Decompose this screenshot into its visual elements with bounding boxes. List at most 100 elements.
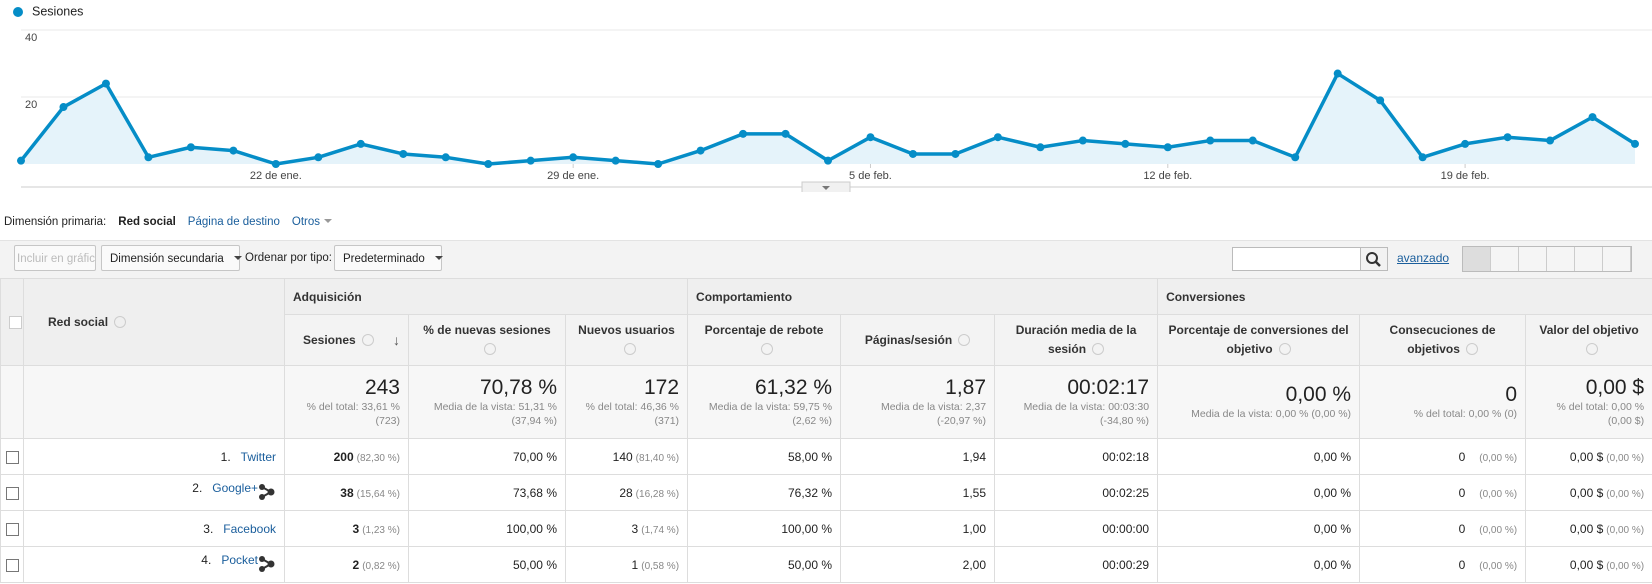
metric-value: 0,00 $	[1569, 521, 1604, 536]
row-link[interactable]: Google+	[212, 481, 258, 495]
total-cell: 0 % del total: 0,00 % (0)	[1359, 365, 1527, 439]
column-header[interactable]: Duración media de la sesión	[994, 314, 1159, 366]
row-link[interactable]: Pocket	[221, 553, 258, 567]
help-icon	[361, 333, 374, 346]
metric-value: 0,00 $	[1569, 449, 1604, 464]
metric-cell: 0,00 $ (0,00 %)	[1525, 546, 1652, 583]
nav-link[interactable]: Otros	[291, 216, 320, 228]
include-button[interactable]: Incluir en gráfico	[14, 245, 96, 271]
row-name: 4. Pocket	[23, 546, 285, 583]
row-rank: 3.	[203, 521, 214, 536]
metric-cell: 28 (16,28 %)	[564, 474, 689, 511]
total-cell: 00:02:17 Media de la vista: 00:03:30 (-34…	[994, 365, 1159, 439]
point	[186, 143, 195, 152]
search-input[interactable]	[1232, 247, 1362, 271]
nav-active[interactable]: Red social	[118, 216, 176, 228]
column-header[interactable]: Porcentaje de rebote	[687, 314, 842, 366]
checkbox[interactable]	[6, 486, 19, 500]
column-header[interactable]: Nuevos usuarios	[564, 314, 689, 366]
column-header[interactable]: Valor del objetivo	[1525, 314, 1652, 366]
metric-value: 50,00 %	[787, 557, 833, 572]
view-button[interactable]	[1463, 247, 1491, 271]
row-select	[0, 510, 24, 547]
metric-cell: 38 (15,64 %)	[284, 474, 409, 511]
view-button[interactable]	[1491, 247, 1519, 271]
metric-share: (0,82 %)	[362, 560, 400, 572]
secondary-dimension[interactable]: Dimensión secundaria	[101, 245, 242, 271]
point	[824, 156, 832, 165]
total-note: % del total: 0,00 % (0)	[1413, 408, 1518, 420]
y-tick-label: 20	[25, 99, 37, 111]
view-button[interactable]	[1603, 247, 1631, 271]
view-button[interactable]	[1547, 247, 1575, 271]
metric-value: 70,00 %	[512, 449, 557, 464]
data-row: 4. Pocket 2 (0,82 %) 50,00 % 1 (0,58 %) 50,00 %…	[0, 546, 1652, 583]
total-value: 0	[1505, 383, 1518, 406]
help-icon	[114, 316, 127, 328]
select-all-cell	[0, 278, 24, 366]
column-header[interactable]: Consecuciones de objetivos	[1359, 314, 1527, 366]
metric-cell: 140 (81,40 %)	[564, 438, 689, 475]
row-select	[0, 474, 24, 511]
metric-cell: 1,94	[840, 438, 996, 475]
metric-value: 140	[612, 449, 633, 464]
column-label: Porcentaje de conversiones del objetivo	[1168, 323, 1349, 356]
sort-select[interactable]: Predeterminado	[334, 245, 443, 271]
help-icon	[484, 343, 496, 355]
column-header[interactable]: Sesiones ↓	[284, 314, 409, 366]
row-rank: 2.	[192, 481, 203, 495]
column-header[interactable]: % de nuevas sesiones	[408, 314, 566, 366]
empty-cell	[23, 365, 285, 439]
metric-cell: 0 (0,00 %)	[1359, 546, 1527, 583]
metric-share: (1,23 %)	[362, 524, 400, 536]
help-icon	[1278, 343, 1291, 355]
nav-link[interactable]: Página de destino	[187, 216, 280, 228]
metric-share: (82,30 %)	[356, 452, 400, 464]
metric-share: (0,00 %)	[1606, 452, 1645, 464]
view-button[interactable]	[1519, 247, 1547, 271]
row-name: 1. Twitter	[23, 438, 285, 475]
point	[526, 156, 535, 165]
point	[59, 103, 68, 112]
dimension-header: Red social	[23, 278, 285, 366]
point	[484, 160, 493, 168]
metric-share: (0,00 %)	[1479, 488, 1518, 500]
checkbox[interactable]	[9, 316, 22, 330]
row-link[interactable]: Twitter	[240, 449, 276, 464]
metric-value: 3	[631, 521, 639, 536]
point	[654, 160, 663, 168]
totals-row: 243% del total: 33,61 % (723) 70,78 % Medi…	[0, 365, 1652, 439]
metric-cell: 2 (0,82 %)	[284, 546, 409, 583]
total-note: Media de la vista: 59,75 % (2,62 %)	[708, 401, 833, 427]
row-link[interactable]: Facebook	[223, 521, 276, 536]
column-header[interactable]: Porcentaje de conversiones del objetivo	[1157, 314, 1361, 366]
column-header[interactable]: Páginas/sesión	[840, 314, 996, 366]
metric-cell: 3 (1,23 %)	[284, 510, 409, 547]
metric-share: (0,00 %)	[1606, 560, 1645, 572]
total-value: 172	[643, 376, 680, 399]
view-button[interactable]	[1575, 247, 1603, 271]
point	[1376, 96, 1385, 105]
nav-label: Dimensión primaria:	[4, 216, 107, 228]
metric-value: 2,00	[962, 557, 987, 572]
column-label: Porcentaje de rebote	[704, 323, 824, 337]
line-chart: Sesiones 20 40 22 de ene. 29 de ene. 5 de feb…	[13, 4, 1652, 192]
metric-value: 200	[333, 449, 354, 464]
checkbox[interactable]	[6, 522, 19, 536]
row-select	[0, 546, 24, 583]
checkbox[interactable]	[6, 450, 19, 464]
metric-cell: 0,00 %	[1157, 474, 1361, 511]
legend-label: Sesiones	[32, 4, 83, 18]
metric-share: (0,58 %)	[641, 560, 680, 572]
column-header-row: Sesiones ↓ % de nuevas sesiones Nuevos usua…	[1, 314, 1652, 366]
dimension-label: Red social	[48, 315, 109, 329]
advanced-link[interactable]: avanzado	[1397, 251, 1450, 265]
toolbar: Incluir en gráfico Dimensión secundaria …	[0, 240, 1652, 279]
search-button[interactable]	[1360, 247, 1388, 271]
checkbox[interactable]	[6, 558, 19, 572]
total-note: % del total: 33,61 % (723)	[306, 401, 400, 427]
metric-value: 0	[1458, 557, 1466, 572]
metric-cell: 58,00 %	[687, 438, 842, 475]
point	[1631, 139, 1639, 148]
